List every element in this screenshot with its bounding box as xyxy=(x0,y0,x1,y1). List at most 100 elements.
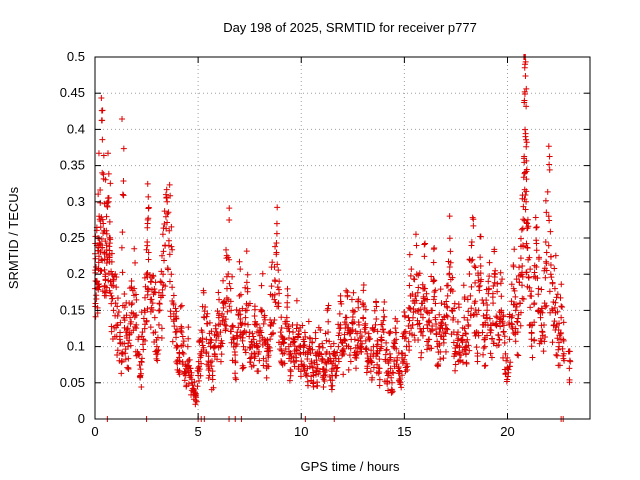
data-point xyxy=(347,358,354,365)
data-point xyxy=(164,198,171,205)
data-point xyxy=(223,246,230,253)
data-point xyxy=(330,340,337,347)
data-point xyxy=(119,349,126,356)
data-point xyxy=(199,338,206,345)
data-point xyxy=(160,248,167,255)
data-point xyxy=(484,307,491,314)
data-point xyxy=(470,216,477,223)
data-point xyxy=(526,254,533,261)
data-point xyxy=(290,329,296,336)
data-point xyxy=(397,381,404,388)
data-point xyxy=(425,336,432,343)
data-point xyxy=(124,325,131,332)
data-point xyxy=(174,326,181,333)
data-point xyxy=(114,295,121,302)
data-point xyxy=(446,271,453,278)
data-point xyxy=(270,329,277,336)
data-point xyxy=(312,335,319,342)
data-point xyxy=(360,315,367,322)
data-point xyxy=(250,362,257,369)
data-point xyxy=(398,372,405,379)
data-point xyxy=(549,279,556,286)
data-point xyxy=(489,294,496,301)
data-point xyxy=(414,289,421,296)
data-point xyxy=(342,314,349,321)
data-point xyxy=(99,244,106,251)
data-point xyxy=(121,317,128,324)
data-point xyxy=(412,308,419,315)
data-point xyxy=(440,355,447,362)
data-point xyxy=(520,243,527,250)
data-point xyxy=(96,283,103,290)
data-point xyxy=(358,348,365,355)
data-point xyxy=(545,143,552,150)
data-point xyxy=(363,369,370,376)
data-point xyxy=(517,255,524,262)
data-point xyxy=(200,346,207,353)
data-point xyxy=(209,372,216,379)
data-point xyxy=(166,181,173,188)
data-point xyxy=(131,245,138,252)
data-point xyxy=(373,298,380,305)
data-point xyxy=(300,342,307,349)
data-point xyxy=(145,215,152,222)
data-point xyxy=(149,306,156,313)
data-point xyxy=(156,307,163,314)
data-point xyxy=(391,340,398,347)
data-point xyxy=(342,337,349,344)
data-point xyxy=(512,338,519,345)
data-point xyxy=(94,304,101,311)
data-point xyxy=(556,320,563,327)
data-point xyxy=(128,301,135,308)
data-point xyxy=(452,350,459,357)
data-point xyxy=(145,193,152,200)
data-point xyxy=(408,325,415,332)
data-point xyxy=(156,301,163,308)
data-point xyxy=(501,339,508,346)
data-point xyxy=(151,286,158,293)
data-point xyxy=(519,273,526,280)
data-point xyxy=(510,262,517,269)
data-point xyxy=(222,316,229,323)
data-point xyxy=(340,350,347,357)
data-point xyxy=(103,213,110,220)
data-point xyxy=(363,345,370,352)
data-point xyxy=(353,352,360,359)
data-point xyxy=(232,352,239,358)
data-point xyxy=(413,242,420,249)
data-point xyxy=(521,153,528,160)
data-point xyxy=(159,252,166,259)
data-point xyxy=(137,366,144,373)
data-point xyxy=(171,323,178,330)
data-point xyxy=(143,271,150,278)
data-point xyxy=(168,271,175,278)
data-point xyxy=(357,337,364,344)
data-point xyxy=(419,314,426,321)
data-point xyxy=(138,359,145,366)
data-point xyxy=(158,325,165,332)
data-point xyxy=(309,339,316,346)
data-point xyxy=(361,322,368,329)
data-point xyxy=(141,325,148,332)
data-point xyxy=(255,348,262,355)
data-point xyxy=(271,296,278,303)
data-point xyxy=(355,304,362,311)
data-point xyxy=(147,324,154,331)
data-point xyxy=(305,318,312,325)
data-point xyxy=(314,365,321,372)
x-tick-label: 10 xyxy=(294,424,308,439)
data-point xyxy=(98,117,105,124)
data-point xyxy=(205,353,212,360)
data-point xyxy=(387,328,394,335)
data-point xyxy=(259,270,266,277)
data-point xyxy=(565,348,572,355)
data-point xyxy=(500,328,507,335)
data-point xyxy=(119,269,126,276)
data-point xyxy=(512,307,519,314)
data-point xyxy=(488,354,495,361)
data-point xyxy=(101,256,108,263)
data-point xyxy=(344,292,351,299)
data-point xyxy=(505,369,512,376)
data-point xyxy=(504,373,511,380)
data-point xyxy=(464,316,471,323)
